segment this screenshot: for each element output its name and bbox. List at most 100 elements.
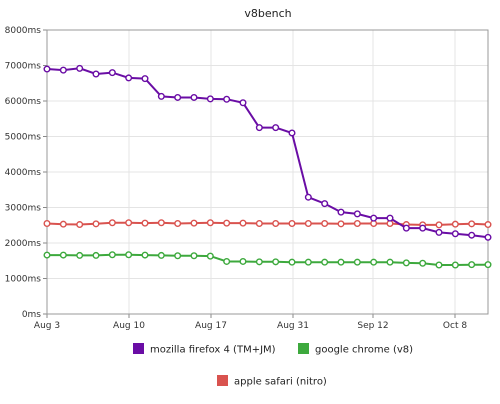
x-tick-label: Aug 3 — [34, 321, 60, 331]
data-point — [108, 219, 116, 227]
data-point — [304, 219, 312, 227]
data-point — [141, 219, 149, 227]
data-point — [59, 220, 67, 228]
y-tick-label: 5000ms — [5, 133, 42, 143]
y-tick-label: 0ms — [22, 310, 41, 320]
chart-title: v8bench — [244, 7, 291, 20]
legend-item: apple safari (nitro) — [217, 375, 327, 388]
series-1 — [43, 251, 492, 269]
data-point — [321, 258, 329, 266]
axes: 0ms 1000ms 2000ms 3000ms 4000ms 5000ms 6000ms 7… — [5, 26, 489, 331]
data-point — [206, 252, 214, 260]
data-point — [484, 261, 492, 269]
data-point — [255, 124, 263, 132]
data-point — [304, 258, 312, 266]
y-tick-label: 6000ms — [5, 97, 42, 107]
data-point — [386, 258, 394, 266]
data-point — [255, 219, 263, 227]
data-point — [288, 258, 296, 266]
data-point — [451, 261, 459, 269]
data-point — [141, 75, 149, 83]
data-point — [451, 230, 459, 238]
data-point — [125, 74, 133, 82]
legend: mozilla firefox 4 (TM+JM) google chrome (… — [133, 343, 413, 388]
data-point — [157, 219, 165, 227]
data-point — [451, 220, 459, 228]
x-tick-label: Aug 31 — [277, 321, 309, 331]
legend-label: mozilla firefox 4 (TM+JM) — [150, 345, 276, 356]
x-tick-label: Oct 8 — [443, 321, 467, 331]
legend-item: mozilla firefox 4 (TM+JM) — [133, 343, 276, 356]
data-point — [76, 221, 84, 229]
legend-swatch — [133, 343, 144, 354]
y-tick-label: 7000ms — [5, 62, 42, 72]
data-point — [43, 65, 51, 73]
data-point — [435, 228, 443, 236]
plot-frame — [46, 29, 489, 315]
data-point — [239, 219, 247, 227]
data-point — [255, 258, 263, 266]
data-point — [370, 214, 378, 222]
data-point — [190, 219, 198, 227]
y-tick-label: 1000ms — [5, 275, 42, 285]
data-point — [157, 251, 165, 259]
data-point — [484, 233, 492, 241]
data-point — [157, 92, 165, 100]
data-point — [239, 257, 247, 265]
data-point — [190, 252, 198, 260]
data-point — [337, 258, 345, 266]
data-point — [337, 208, 345, 216]
data-point — [386, 214, 394, 222]
data-point — [468, 231, 476, 239]
data-point — [76, 64, 84, 72]
legend-item: google chrome (v8) — [298, 343, 413, 356]
data-point — [435, 261, 443, 269]
data-point — [174, 93, 182, 101]
data-point — [370, 258, 378, 266]
data-point — [353, 258, 361, 266]
data-point — [321, 200, 329, 208]
data-point — [272, 258, 280, 266]
data-point — [108, 251, 116, 259]
data-point — [402, 224, 410, 232]
data-point — [174, 219, 182, 227]
legend-swatch — [298, 343, 309, 354]
data-point — [206, 219, 214, 227]
data-point — [468, 261, 476, 269]
y-tick-label: 8000ms — [5, 26, 42, 36]
data-point — [125, 219, 133, 227]
data-point — [92, 251, 100, 259]
y-tick-label: 2000ms — [5, 239, 42, 249]
data-point — [141, 251, 149, 259]
data-point — [419, 224, 427, 232]
series-line — [47, 253, 488, 266]
data-point — [92, 70, 100, 78]
data-point — [108, 69, 116, 77]
data-point — [468, 220, 476, 228]
data-point — [353, 219, 361, 227]
y-tick-label: 3000ms — [5, 204, 42, 214]
x-tick-label: Sep 12 — [357, 321, 388, 331]
data-point — [484, 221, 492, 229]
x-tick-label: Aug 10 — [113, 321, 145, 331]
data-point — [402, 259, 410, 267]
data-point — [321, 219, 329, 227]
data-point — [353, 210, 361, 218]
data-point — [59, 251, 67, 259]
legend-label: apple safari (nitro) — [234, 377, 327, 388]
data-point — [174, 252, 182, 260]
data-point — [43, 219, 51, 227]
y-tick-label: 4000ms — [5, 168, 42, 178]
data-point — [125, 251, 133, 259]
data-point — [272, 124, 280, 132]
series-layer — [43, 64, 492, 269]
data-point — [272, 219, 280, 227]
series-line — [46, 221, 489, 226]
data-point — [239, 99, 247, 107]
data-point — [92, 220, 100, 228]
series-line — [46, 67, 489, 239]
data-point — [43, 251, 51, 259]
data-point — [76, 251, 84, 259]
data-point — [288, 129, 296, 137]
